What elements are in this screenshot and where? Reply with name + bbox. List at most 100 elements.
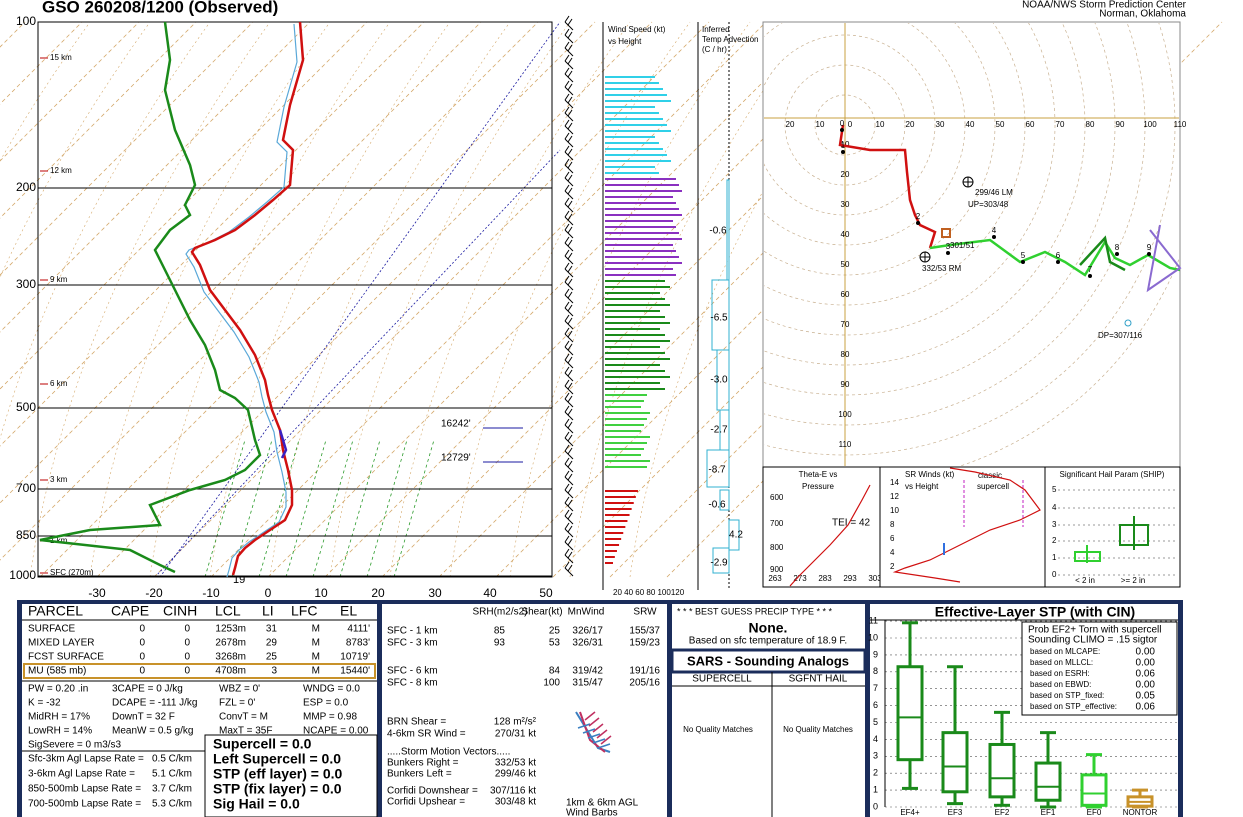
y-tick-label: 8 <box>873 666 878 676</box>
index: SigSevere = 0 m3/s3 <box>28 740 122 751</box>
hodo-xlabel: 90 <box>1116 120 1125 129</box>
shear-cell: SFC - 1 km <box>387 626 438 637</box>
hodo-label: UP=303/48 <box>968 200 1009 209</box>
speed-bar <box>605 364 660 366</box>
speed-bar <box>605 238 682 240</box>
hodo-point-label: 8 <box>1115 243 1120 252</box>
dry-adiabat <box>509 21 751 578</box>
hodo-point-label: 4 <box>992 226 997 235</box>
y-tick-label: 11 <box>869 615 878 625</box>
table-cell: FCST SURFACE <box>28 652 104 663</box>
shear-cell: 191/16 <box>629 666 660 677</box>
wind-barb <box>564 262 570 270</box>
hodo-trace-top <box>1146 224 1182 293</box>
temperature-profile <box>190 21 305 576</box>
axis-label: 5 <box>1052 485 1057 494</box>
table-cell: 3268m <box>215 652 246 663</box>
wind-barb <box>564 418 570 426</box>
prob-label: based on MLLCL: <box>1030 658 1093 667</box>
wind-barb <box>564 99 574 109</box>
speed-bar <box>605 328 660 330</box>
sars-match: No Quality Matches <box>683 725 753 734</box>
motion-value: 307/116 kt <box>490 786 536 797</box>
panel-title: Pressure <box>802 482 835 491</box>
wind-barb <box>567 369 573 377</box>
rule <box>597 743 611 749</box>
table-cell: M <box>312 624 320 635</box>
pressure-label: 1000 <box>9 568 36 582</box>
wind-barb <box>567 252 573 260</box>
speed-bar <box>605 220 673 222</box>
advection-value: -3.0 <box>710 375 728 386</box>
hodo-point-label: 2 <box>916 212 921 221</box>
org: NOAA/NWS Storm Prediction Center <box>1022 0 1187 11</box>
table-cell: 1253m <box>215 624 246 635</box>
hodo-ylabel: 90 <box>841 380 850 389</box>
table-cell: M <box>312 666 320 677</box>
wind-barb <box>567 135 573 143</box>
y-tick-label: 9 <box>873 649 878 659</box>
wind-barb <box>567 70 573 78</box>
srwind-profile <box>892 467 1041 583</box>
hodo-ring <box>764 23 1146 426</box>
speed-bar <box>605 94 667 96</box>
temp-label: -30 <box>88 586 106 600</box>
dry-adiabat <box>389 21 631 578</box>
shear-cell: 315/47 <box>572 678 603 689</box>
wind-barb <box>567 408 573 416</box>
speed-bar <box>605 538 622 540</box>
x-tick-label: EF2 <box>995 808 1010 817</box>
table-cell: 4111' <box>347 624 370 635</box>
speed-bar <box>605 358 670 360</box>
advection-box <box>706 449 730 488</box>
hodo-label: 299/46 LM <box>975 188 1013 197</box>
wind-barb <box>564 54 570 62</box>
hodo-point-label: 5 <box>1021 251 1026 260</box>
wind-barb <box>564 119 570 127</box>
prob-title: Prob EF2+ Torn with supercell <box>1028 625 1162 636</box>
index: LowRH = 14% <box>28 726 92 737</box>
speed-bar <box>605 130 671 132</box>
index: PW = 0.20 .in <box>28 684 88 695</box>
speed-bar <box>605 106 655 108</box>
temp-label: 30 <box>428 586 442 600</box>
table-header: MnWind <box>568 607 605 618</box>
speed-bar <box>605 436 650 438</box>
hodo-point-label: 6 <box>1056 251 1061 260</box>
speed-bar <box>605 286 670 288</box>
prob-value: 0.05 <box>1136 691 1156 702</box>
wind-barb <box>564 288 570 296</box>
table-cell: 31 <box>266 624 278 635</box>
speed-bar <box>605 400 644 402</box>
axis-label: 12 <box>890 492 899 501</box>
table-cell: 29 <box>266 638 278 649</box>
hodo-xlabel: 10 <box>816 120 825 129</box>
speed-bar <box>605 532 624 534</box>
speed-bar <box>605 334 665 336</box>
table-cell: M <box>312 638 320 649</box>
speed-bar <box>605 226 676 228</box>
index: MMP = 0.98 <box>303 712 357 723</box>
speed-bar <box>605 214 682 216</box>
wind-barb <box>564 372 574 382</box>
panel-title: Significant Hail Param (SHIP) <box>1060 470 1165 479</box>
speed-bar <box>605 442 647 444</box>
wind-barb <box>567 174 573 182</box>
speed-bar <box>605 514 630 516</box>
axis-label: 1 <box>1052 553 1057 562</box>
wind-barb <box>567 551 573 559</box>
level-label: 16242' <box>441 419 471 430</box>
hodo-xlabel: 20 <box>906 120 915 129</box>
wind-barb <box>567 57 573 65</box>
shear-cell: 85 <box>494 626 506 637</box>
table-header: CINH <box>163 603 197 619</box>
speed-bar <box>605 304 670 306</box>
speed-bar <box>605 448 644 450</box>
composite: Sig Hail = 0.0 <box>213 796 300 812</box>
table-header: PARCEL <box>28 603 83 619</box>
speed-bar <box>605 148 663 150</box>
wind-barb <box>564 450 574 460</box>
hodo-xlabel: 70 <box>1056 120 1065 129</box>
composite: Supercell = 0.0 <box>213 736 312 752</box>
table-header: SRH(m2/s2) <box>472 607 527 618</box>
